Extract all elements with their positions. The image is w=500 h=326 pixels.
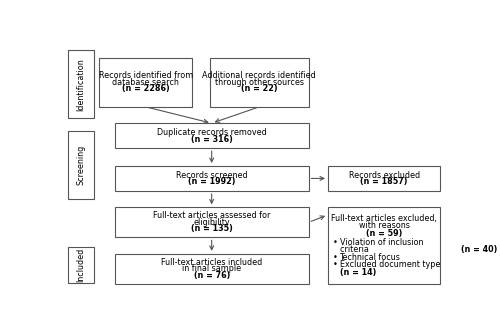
FancyBboxPatch shape <box>115 123 308 148</box>
Text: (n = 59): (n = 59) <box>366 229 403 238</box>
Text: Full-text articles included: Full-text articles included <box>161 258 262 267</box>
Text: •: • <box>332 260 338 269</box>
Text: (n = 1857): (n = 1857) <box>360 177 408 186</box>
Text: (n = 2286): (n = 2286) <box>122 84 170 94</box>
Text: Records excluded: Records excluded <box>348 171 420 180</box>
Text: Records screened: Records screened <box>176 171 248 180</box>
Text: Violation of inclusion: Violation of inclusion <box>340 238 423 247</box>
Text: Technical focus: Technical focus <box>340 253 403 262</box>
FancyBboxPatch shape <box>115 207 308 237</box>
FancyBboxPatch shape <box>328 207 440 284</box>
FancyBboxPatch shape <box>328 166 440 191</box>
Text: Records identified from: Records identified from <box>98 71 193 81</box>
FancyBboxPatch shape <box>68 247 94 283</box>
FancyBboxPatch shape <box>115 166 308 191</box>
Text: through other sources: through other sources <box>214 78 304 87</box>
FancyBboxPatch shape <box>100 58 192 107</box>
Text: (n = 40): (n = 40) <box>461 245 498 254</box>
FancyBboxPatch shape <box>210 58 308 107</box>
Text: (n = 22): (n = 22) <box>241 84 278 94</box>
Text: Screening: Screening <box>76 144 86 185</box>
FancyBboxPatch shape <box>115 254 308 284</box>
Text: with reasons: with reasons <box>358 221 410 230</box>
Text: (n = 135): (n = 135) <box>191 224 232 233</box>
Text: (n = 14): (n = 14) <box>340 268 376 277</box>
Text: Excluded document type: Excluded document type <box>340 260 440 269</box>
Text: Full-text articles assessed for: Full-text articles assessed for <box>153 211 270 220</box>
Text: •: • <box>332 238 338 247</box>
Text: Full-text articles excluded,: Full-text articles excluded, <box>331 214 437 223</box>
Text: Identification: Identification <box>76 58 86 111</box>
Text: (n = 76): (n = 76) <box>194 271 230 280</box>
Text: (n = 1992): (n = 1992) <box>188 177 236 186</box>
FancyBboxPatch shape <box>68 131 94 199</box>
FancyBboxPatch shape <box>68 51 94 118</box>
Text: (n = 316): (n = 316) <box>191 135 232 143</box>
Text: in final sample: in final sample <box>182 264 241 273</box>
Text: •: • <box>332 253 338 262</box>
Text: Duplicate records removed: Duplicate records removed <box>157 128 266 137</box>
Text: Included: Included <box>76 248 86 282</box>
Text: eligibility: eligibility <box>194 218 230 227</box>
Text: database search: database search <box>112 78 179 87</box>
Text: criteria: criteria <box>340 245 371 254</box>
Text: Additional records identified: Additional records identified <box>202 71 316 81</box>
